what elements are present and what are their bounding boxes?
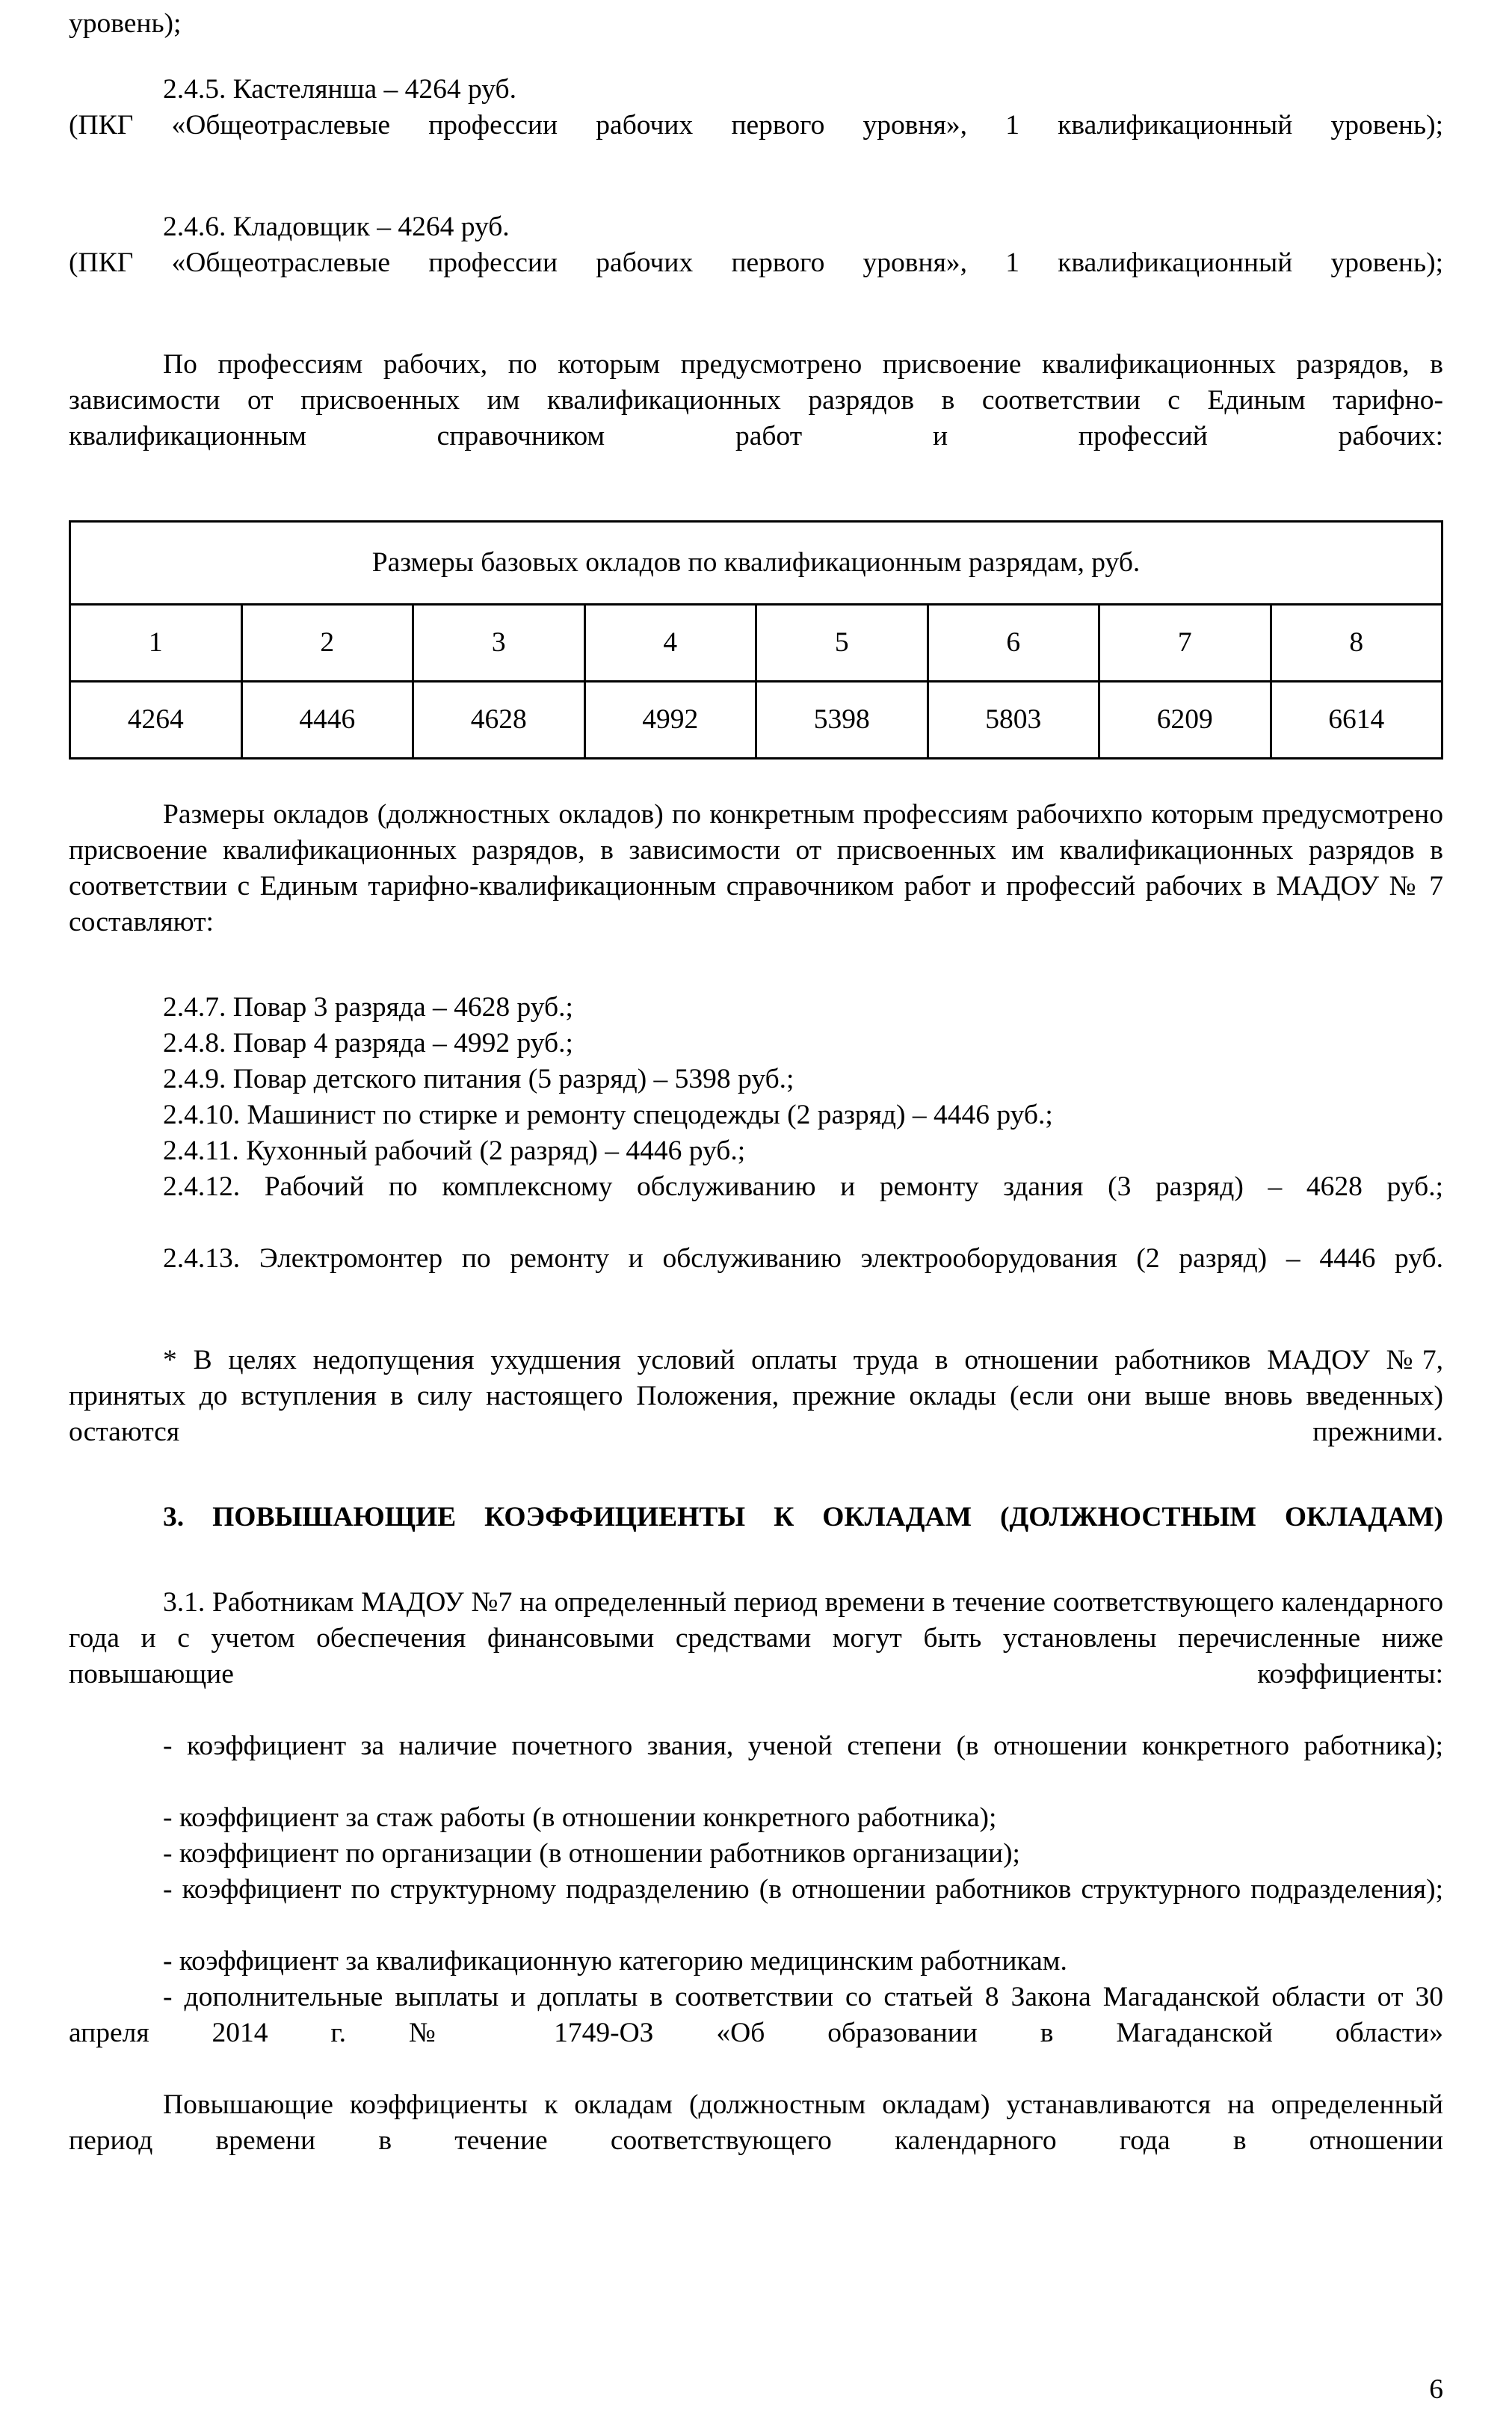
section-3-heading: 3. ПОВЫШАЮЩИЕ КОЭФФИЦИЕНТЫ К ОКЛАДАМ (ДО… <box>163 1502 1443 1532</box>
footnote-paragraph: * В целях недопущения ухудшения условий … <box>69 1345 1443 1447</box>
grade-cell-4: 4 <box>583 603 757 683</box>
salary-cell-4: 4992 <box>583 680 757 760</box>
grade-cell-6: 6 <box>926 603 1100 683</box>
item-2-4-6-heading: 2.4.6. Кладовщик – 4264 руб. <box>163 212 510 242</box>
salary-cell-7: 6209 <box>1098 680 1272 760</box>
closing-paragraph: Повышающие коэффициенты к окладам (должн… <box>69 2089 1443 2156</box>
salary-cell-3: 4628 <box>412 680 586 760</box>
table-title-cell: Размеры базовых окладов по квалификацион… <box>69 520 1443 606</box>
intro-paragraph: По профессиям рабочих, по которым предус… <box>69 349 1443 452</box>
bullet-honorary-title: - коэффициент за наличие почетного звани… <box>163 1731 1443 1761</box>
item-2-4-13: 2.4.13. Электромонтер по ремонту и обслу… <box>163 1243 1443 1274</box>
grade-cell-1: 1 <box>69 603 243 683</box>
salary-cell-8: 6614 <box>1269 680 1443 760</box>
item-2-4-10: 2.4.10. Машинист по стирке и ремонту спе… <box>163 1100 1053 1130</box>
bullet-medical-category: - коэффициент за квалификационную катего… <box>163 1946 1067 1976</box>
table-header-row: 1 2 3 4 5 6 7 8 <box>69 603 1443 683</box>
item-2-4-9: 2.4.9. Повар детского питания (5 разряд)… <box>163 1064 794 1094</box>
grade-cell-7: 7 <box>1098 603 1272 683</box>
salary-cell-6: 5803 <box>926 680 1100 760</box>
salary-cell-5: 5398 <box>755 680 929 760</box>
bullet-structural-unit: - коэффициент по структурному подразделе… <box>163 1874 1443 1905</box>
bullet-organization: - коэффициент по организации (в отношени… <box>163 1838 1020 1869</box>
grade-cell-8: 8 <box>1269 603 1443 683</box>
item-2-4-8: 2.4.8. Повар 4 разряда – 4992 руб.; <box>163 1028 573 1059</box>
after-table-paragraph: Размеры окладов (должностных окладов) по… <box>69 799 1443 937</box>
base-salary-table: Размеры базовых окладов по квалификацион… <box>69 520 1443 760</box>
page-number: 6 <box>1429 2374 1443 2405</box>
table-salary-row: 4264 4446 4628 4992 5398 5803 6209 6614 <box>69 680 1443 760</box>
item-2-4-5-pkg: (ПКГ «Общеотраслевые профессии рабочих п… <box>69 110 1443 141</box>
bullet-work-experience: - коэффициент за стаж работы (в отношени… <box>163 1802 997 1833</box>
table-title-row: Размеры базовых окладов по квалификацион… <box>69 520 1443 606</box>
item-2-4-5-heading: 2.4.5. Кастелянша – 4264 руб. <box>163 74 516 105</box>
item-2-4-12: 2.4.12. Рабочий по комплексному обслужив… <box>163 1171 1443 1202</box>
item-2-4-11: 2.4.11. Кухонный рабочий (2 разряд) – 44… <box>163 1136 746 1166</box>
document-body: уровень); 2.4.5. Кастелянша – 4264 руб. … <box>69 6 1443 2195</box>
item-2-4-6-pkg: (ПКГ «Общеотраслевые профессии рабочих п… <box>69 247 1443 278</box>
grade-cell-5: 5 <box>755 603 929 683</box>
top-fragment: уровень); <box>69 8 182 39</box>
salary-cell-2: 4446 <box>240 680 414 760</box>
paragraph-3-1: 3.1. Работникам МАДОУ №7 на определенный… <box>69 1587 1443 1689</box>
salary-cell-1: 4264 <box>69 680 243 760</box>
grade-cell-2: 2 <box>240 603 414 683</box>
grade-cell-3: 3 <box>412 603 586 683</box>
bullet-additional-payments: - дополнительные выплаты и доплаты в соо… <box>69 1982 1443 2048</box>
item-2-4-7: 2.4.7. Повар 3 разряда – 4628 руб.; <box>163 992 573 1023</box>
